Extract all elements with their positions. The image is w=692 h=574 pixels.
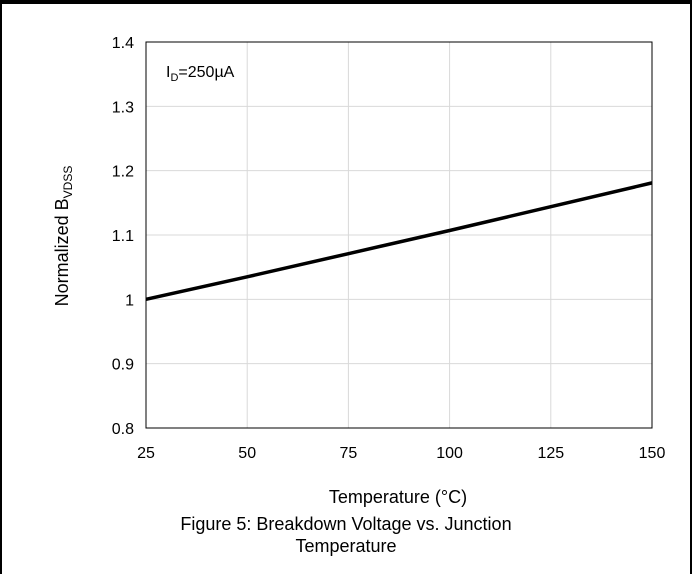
series-layer bbox=[145, 181, 653, 302]
figure-caption-line2: Temperature bbox=[295, 536, 397, 556]
y-axis-label: Normalized BVDSS bbox=[52, 166, 75, 307]
y-axis-label-main: Normalized B bbox=[52, 198, 72, 306]
x-tick-label: 125 bbox=[537, 445, 564, 462]
figure-caption-line1: Figure 5: Breakdown Voltage vs. Junction bbox=[180, 514, 512, 534]
grid bbox=[145, 41, 653, 429]
x-axis-label: Temperature (°C) bbox=[329, 487, 467, 507]
y-tick-label: 1.4 bbox=[112, 35, 134, 52]
tick-labels: 0.8 0.9 1 1.1 1.2 1.3 1.4 25 50 75 100 125 150 bbox=[112, 35, 666, 462]
annotation-main: I bbox=[166, 64, 170, 81]
y-tick-label: 1.2 bbox=[112, 164, 134, 181]
plot-area bbox=[145, 41, 653, 429]
x-tick-label: 75 bbox=[340, 445, 358, 462]
y-axis-label-sub: VDSS bbox=[61, 166, 75, 199]
x-tick-label: 100 bbox=[436, 445, 463, 462]
series-line bbox=[145, 181, 653, 302]
annotation-rest: =250µA bbox=[178, 64, 234, 81]
x-tick-label: 50 bbox=[238, 445, 256, 462]
annotation-sub: D bbox=[170, 72, 178, 84]
y-tick-label: 0.8 bbox=[112, 421, 134, 438]
y-tick-label: 0.9 bbox=[112, 357, 134, 374]
x-tick-label: 150 bbox=[639, 445, 666, 462]
y-tick-label: 1.1 bbox=[112, 228, 134, 245]
x-tick-label: 25 bbox=[137, 445, 155, 462]
y-tick-label: 1.3 bbox=[112, 99, 134, 116]
y-tick-label: 1 bbox=[125, 292, 134, 309]
current-annotation: ID=250µA bbox=[166, 64, 235, 84]
